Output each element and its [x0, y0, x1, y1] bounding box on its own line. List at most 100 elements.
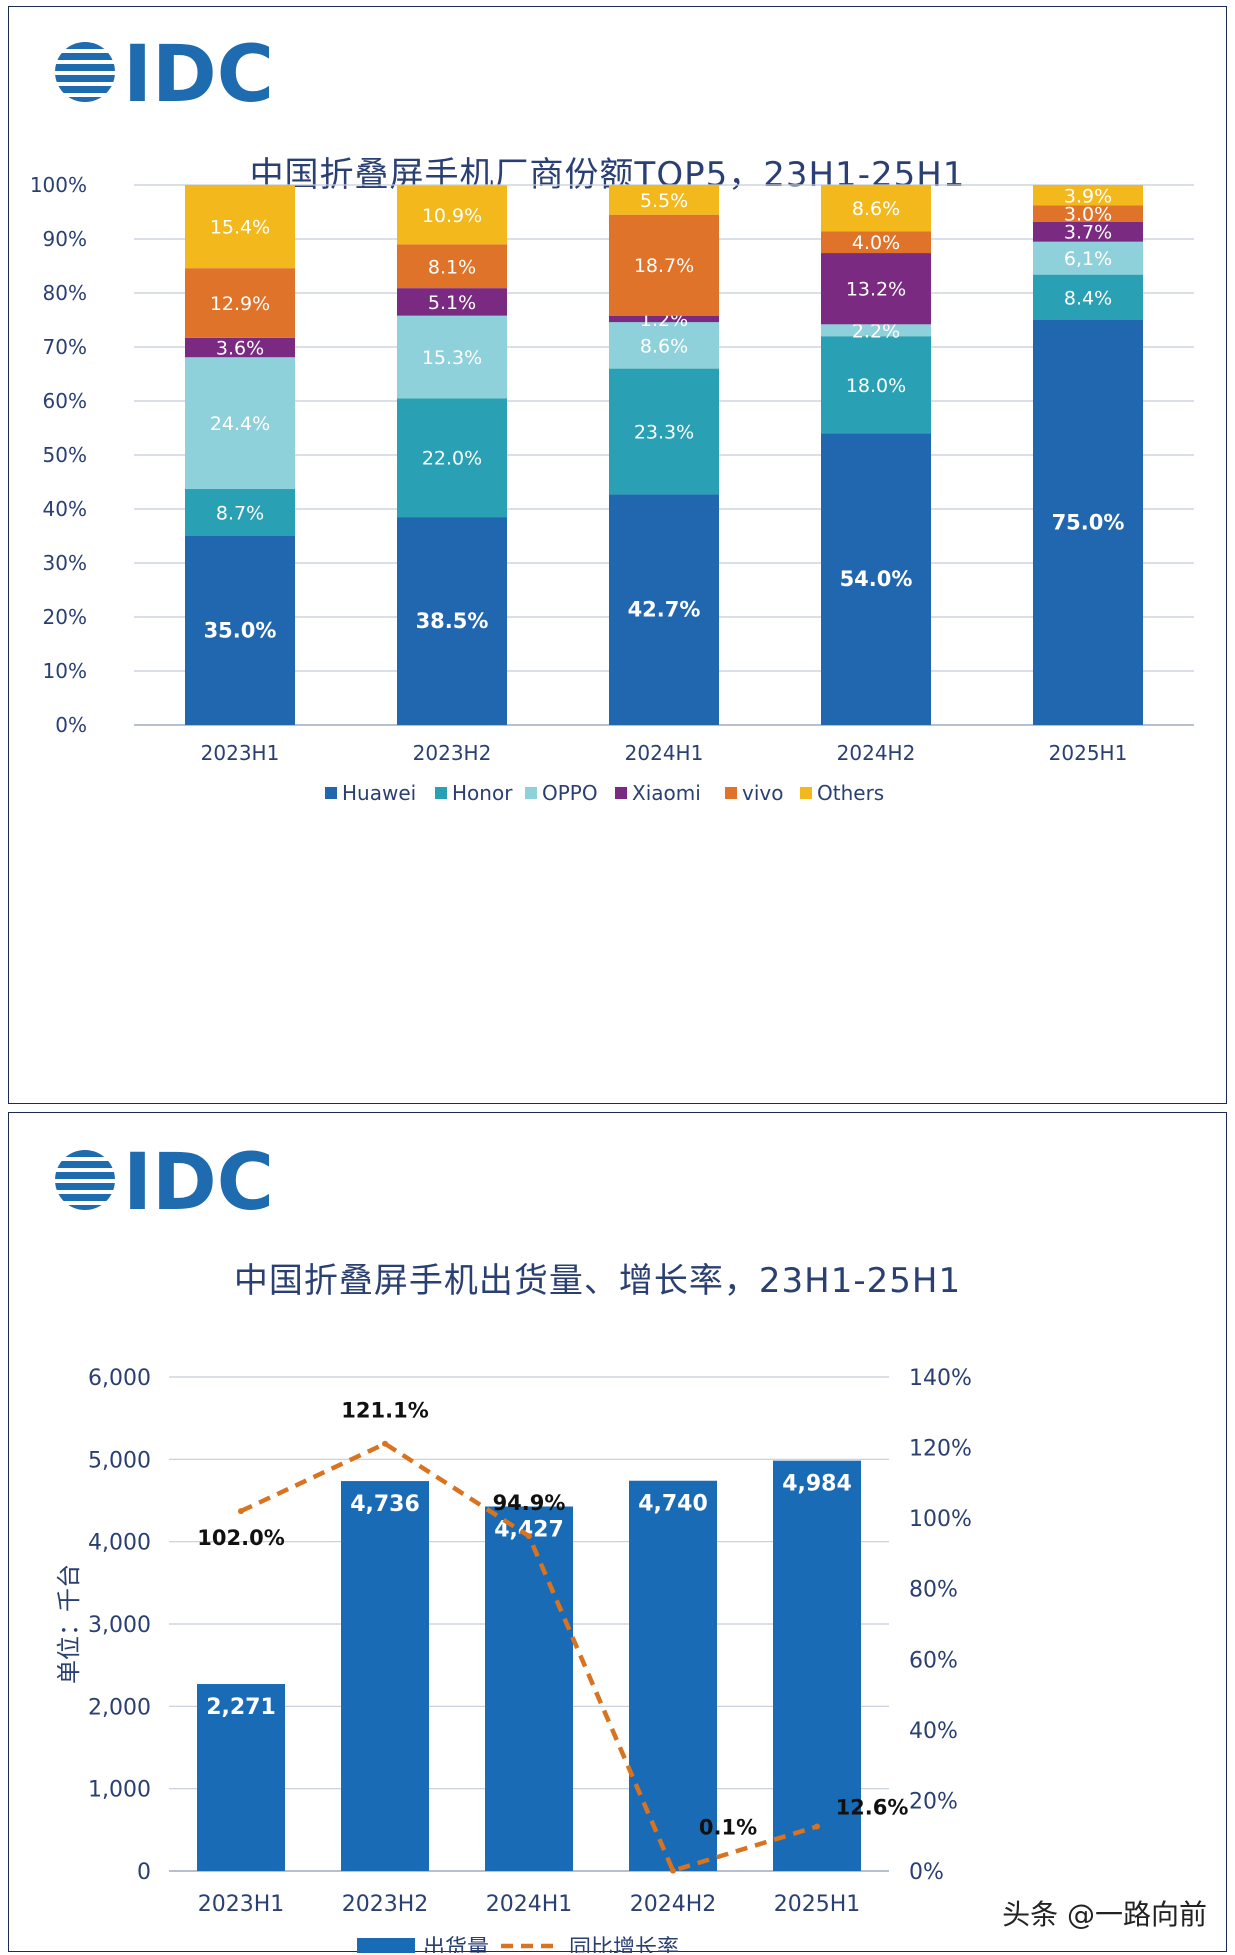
market-share-panel: IDC 中国折叠屏手机厂商份额TOP5，23H1-25H1 0% 10% 20% 30…: [8, 6, 1227, 1104]
bar-segment-huawei: [185, 536, 295, 725]
bar-segment-oppo: [185, 357, 295, 490]
bar-segment-vivo: [821, 231, 931, 254]
y-tick-label: 0: [137, 1860, 151, 1885]
legend-swatch-others: [800, 787, 812, 799]
y-tick-label: 80%: [43, 281, 87, 305]
data-label: 12.9%: [210, 293, 270, 315]
data-label: 5.5%: [640, 190, 688, 212]
bar-segment-huawei: [821, 433, 931, 725]
bar-segment-oppo: [1033, 241, 1143, 275]
stacked-bar-chart: 0% 10% 20% 30% 40% 50% 60% 70% 80% 90% 100% 35.0% 8.…: [30, 173, 1194, 805]
y-tick-label: 3,000: [88, 1613, 151, 1638]
y-tick-label: 60%: [43, 389, 87, 413]
bar-segment-xiaomi: [1033, 221, 1143, 242]
legend-label: Honor: [452, 781, 513, 805]
idc-logo-text: IDC: [123, 1143, 274, 1218]
bar-segment-oppo: [397, 315, 507, 399]
growth-rate-point: [382, 1440, 388, 1447]
y2-tick-label: 120%: [909, 1437, 972, 1462]
data-label: 15.3%: [422, 347, 482, 369]
y2-tick-label: 20%: [909, 1789, 958, 1814]
bar-segment-others: [821, 185, 931, 232]
data-label: 3.9%: [1064, 185, 1112, 207]
growth-rate-point: [814, 1823, 820, 1830]
bar-segment-honor: [397, 398, 507, 518]
y-axis-title: 单位：千台: [55, 1564, 83, 1684]
y-tick-label: 70%: [43, 335, 87, 359]
growth-rate-label: 0.1%: [699, 1816, 757, 1840]
data-label: 13.2%: [846, 279, 906, 301]
data-label: 8.6%: [640, 335, 688, 357]
shipment-bar: [341, 1481, 429, 1871]
y-tick-label: 4,000: [88, 1531, 151, 1556]
shipments-panel: IDC 中国折叠屏手机出货量、增长率，23H1-25H1 0 1,000 2,000…: [8, 1112, 1227, 1953]
data-label: 8.4%: [1064, 287, 1112, 309]
bar-segment-others: [609, 185, 719, 215]
x-tick-label: 2024H1: [625, 741, 704, 765]
legend-swatch-vivo: [725, 787, 737, 799]
bar-segment-oppo: [609, 322, 719, 369]
bar-segment-xiaomi: [185, 337, 295, 358]
data-label: 38.5%: [416, 609, 489, 633]
bar-segment-oppo: [821, 324, 931, 337]
data-label: 3.6%: [216, 338, 264, 360]
data-label: 6,1%: [1064, 248, 1112, 270]
legend-label: OPPO: [542, 781, 598, 805]
bar-value-label: 4,740: [638, 1492, 708, 1517]
bar-segment-xiaomi: [821, 253, 931, 325]
y-tick-label: 40%: [43, 497, 87, 521]
data-label: 5.1%: [428, 292, 476, 314]
data-label: 8.7%: [216, 503, 264, 525]
idc-logo: IDC: [55, 1143, 274, 1218]
y-tick-label: 20%: [43, 605, 87, 629]
data-label: 18.7%: [634, 255, 694, 277]
data-label: 8.1%: [428, 256, 476, 278]
growth-rate-label: 102.0%: [197, 1526, 284, 1550]
legend-label: vivo: [742, 781, 783, 805]
legend-swatch-honor: [435, 787, 447, 799]
legend-swatch-xiaomi: [615, 787, 627, 799]
bar-segment-vivo: [185, 268, 295, 338]
y-tick-label: 90%: [43, 227, 87, 251]
bar-segment-huawei: [1033, 320, 1143, 725]
legend-label: Others: [817, 781, 884, 805]
idc-logo-text: IDC: [123, 35, 274, 110]
bar-segment-huawei: [397, 517, 507, 725]
y2-tick-label: 40%: [909, 1719, 958, 1744]
growth-rate-label: 12.6%: [836, 1796, 909, 1820]
bar-segment-honor: [1033, 274, 1143, 320]
legend-label: Huawei: [342, 781, 416, 805]
bar-segment-honor: [609, 368, 719, 495]
legend-swatch-shipments: [357, 1938, 415, 1953]
x-tick-label: 2024H1: [486, 1892, 573, 1917]
bar-segment-others: [185, 185, 295, 269]
x-tick-label: 2025H1: [774, 1892, 861, 1917]
data-label: 3.0%: [1064, 204, 1112, 226]
y2-tick-label: 0%: [909, 1860, 944, 1885]
bar-segment-others: [397, 185, 507, 245]
data-label: 18.0%: [846, 375, 906, 397]
bar-segment-honor: [821, 336, 931, 434]
y-tick-label: 6,000: [88, 1366, 151, 1391]
bar-segment-xiaomi: [397, 288, 507, 316]
bar-value-label: 4,984: [782, 1472, 852, 1497]
legend-swatch-huawei: [325, 787, 337, 799]
idc-logo: IDC: [55, 35, 274, 110]
bar-segment-others: [1033, 185, 1143, 206]
x-tick-label: 2023H1: [198, 1892, 285, 1917]
shipment-bar: [773, 1460, 861, 1871]
bar-segment-xiaomi: [609, 315, 719, 323]
data-label: 4.0%: [852, 232, 900, 254]
bar-value-label: 2,271: [206, 1695, 276, 1720]
y2-tick-label: 80%: [909, 1578, 958, 1603]
data-label: 3.7%: [1064, 222, 1112, 244]
data-label: 75.0%: [1052, 511, 1125, 535]
bar-segment-honor: [185, 489, 295, 536]
chart-title: 中国折叠屏手机出货量、增长率，23H1-25H1: [233, 1261, 962, 1301]
y2-tick-label: 60%: [909, 1648, 958, 1673]
y-tick-label: 1,000: [88, 1778, 151, 1803]
x-tick-label: 2025H1: [1049, 741, 1128, 765]
data-label: 10.9%: [422, 205, 482, 227]
data-label: 35.0%: [204, 619, 277, 643]
growth-rate-label: 121.1%: [341, 1399, 428, 1423]
